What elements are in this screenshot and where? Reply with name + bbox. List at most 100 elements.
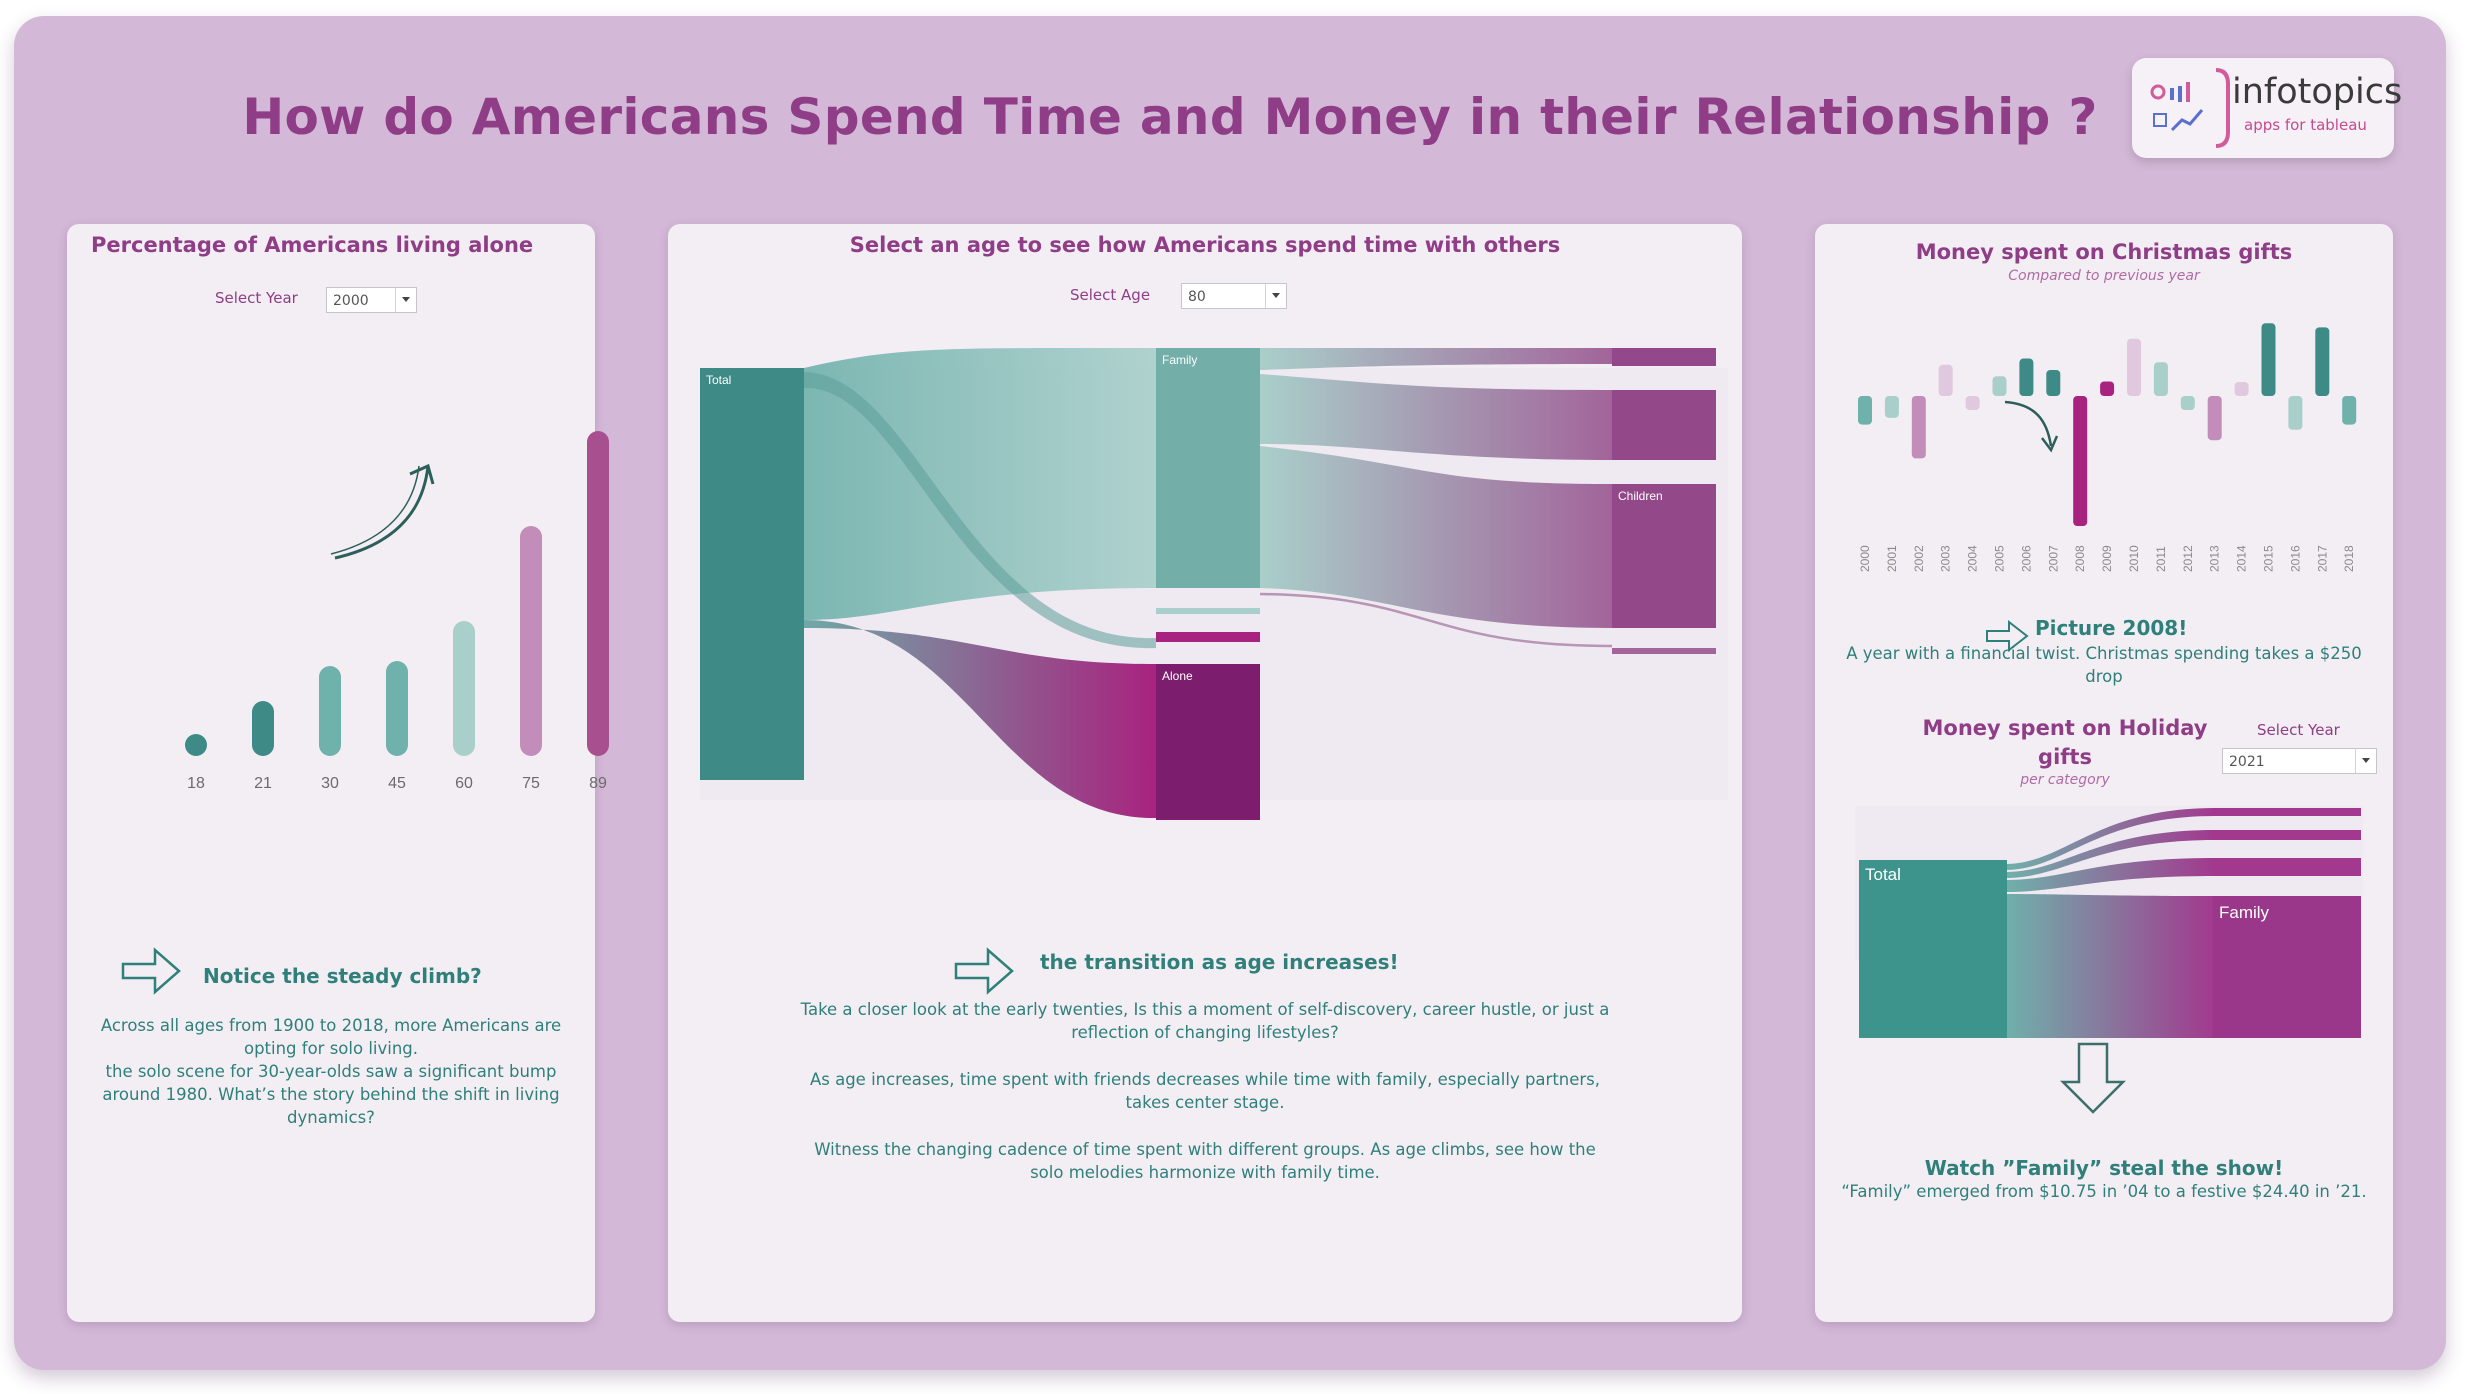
year-filter-label: Select Year — [215, 289, 298, 307]
flow-family-minor[interactable] — [1259, 592, 1613, 648]
bar-year-2016[interactable] — [2288, 396, 2303, 430]
holiday-node[interactable] — [2213, 858, 2361, 876]
bar-year-2008[interactable] — [2073, 396, 2088, 526]
node-other[interactable] — [1156, 632, 1260, 642]
node-friends[interactable] — [1156, 608, 1260, 614]
alone-annotation-line: around 1980. What’s the story behind the… — [102, 1085, 560, 1104]
bar-year-2007[interactable] — [2046, 370, 2061, 396]
flow-total-family[interactable] — [804, 347, 1156, 620]
holiday-subtitle: per category — [2020, 772, 2110, 788]
bar-year-2012[interactable] — [2180, 396, 2195, 410]
bar-year-2018[interactable] — [2342, 396, 2357, 425]
node-alone[interactable] — [1156, 664, 1260, 820]
infotopics-logo[interactable]: infotopics apps for tableau — [2132, 58, 2402, 158]
time-spent-panel: Select an age to see how Americans spend… — [668, 224, 1742, 1322]
holiday-year-select[interactable]: 2021 — [2222, 748, 2377, 774]
picture-2008-text: A year with a financial twist. Christmas… — [1825, 642, 2383, 688]
bar-year-2001[interactable] — [1884, 396, 1899, 418]
bar-age-89[interactable] — [587, 431, 609, 756]
bar-year-2005[interactable] — [1992, 376, 2007, 396]
chevron-down-icon[interactable] — [1265, 284, 1286, 308]
holiday-flow[interactable] — [2005, 830, 2215, 878]
x-tick-label: 45 — [388, 775, 406, 792]
x-tick-label: 2015 — [2262, 545, 2276, 572]
alone-annotation-line: opting for solo living. — [243, 1039, 419, 1058]
time-spent-sankey: Total Family Alone Children — [700, 347, 1728, 820]
flow-family-children[interactable] — [1260, 446, 1612, 628]
arrow-right-icon — [121, 947, 181, 995]
flow-total-other[interactable] — [804, 372, 1156, 649]
x-tick-label: 2003 — [1939, 545, 1953, 572]
node-children-label: Children — [1618, 489, 1663, 503]
x-tick-label: 2006 — [2019, 545, 2033, 572]
picture-2008-line: drop — [2085, 667, 2123, 686]
x-tick-label: 60 — [455, 775, 473, 792]
bar-age-21[interactable] — [252, 701, 274, 756]
bar-age-45[interactable] — [386, 661, 408, 756]
living-alone-bar-chart: 18 21 30 45 60 75 89 — [185, 431, 609, 792]
holiday-gifts-sankey: Total Family — [1855, 806, 2363, 1114]
bar-year-2000[interactable] — [1858, 396, 1872, 425]
holiday-node[interactable] — [2213, 830, 2361, 840]
node-total[interactable] — [700, 368, 804, 780]
bar-year-2004[interactable] — [1965, 396, 1980, 410]
bar-year-2011[interactable] — [2153, 362, 2168, 396]
holiday-node-total[interactable] — [1859, 860, 2007, 1038]
bar-year-2006[interactable] — [2019, 358, 2034, 396]
flow-family-friends[interactable] — [1260, 348, 1612, 370]
bar-age-30[interactable] — [319, 666, 341, 756]
christmas-subtitle: Compared to previous year — [2008, 268, 2200, 284]
living-alone-title: Percentage of Americans living alone — [91, 233, 534, 257]
chevron-down-icon[interactable] — [2355, 749, 2376, 773]
node-family[interactable] — [1156, 348, 1260, 588]
x-tick-label: 2008 — [2073, 545, 2087, 572]
bar-year-2010[interactable] — [2127, 338, 2141, 396]
bar-year-2015[interactable] — [2261, 323, 2276, 396]
bar-year-2002[interactable] — [1911, 396, 1926, 459]
time-annotation-title: the transition as age increases! — [1040, 950, 1399, 974]
node-children[interactable] — [1612, 484, 1716, 628]
holiday-flow-family[interactable] — [2005, 894, 2215, 1038]
money-spent-panel: Money spent on Christmas gifts Compared … — [1815, 224, 2393, 1322]
bar-year-2017[interactable] — [2315, 327, 2330, 396]
time-paragraph-2: As age increases, time spent with friend… — [688, 1068, 1722, 1114]
time-paragraph-line: As age increases, time spent with friend… — [809, 1070, 1601, 1089]
chevron-down-icon[interactable] — [395, 288, 416, 312]
holiday-flow[interactable] — [2005, 858, 2215, 892]
time-paragraph-line: reflection of changing lifestyles? — [1071, 1023, 1339, 1042]
bar-year-2013[interactable] — [2207, 396, 2222, 441]
family-watch-title: Watch ”Family” steal the show! — [1924, 1156, 2284, 1180]
curved-arrow-icon — [2041, 435, 2059, 453]
x-tick-label: 2007 — [2046, 545, 2060, 572]
node-friends-right[interactable] — [1612, 348, 1716, 366]
x-tick-label: 2005 — [1993, 545, 2007, 572]
bar-age-18[interactable] — [185, 734, 207, 756]
holiday-family-label: Family — [2219, 903, 2270, 922]
flow-total-alone[interactable] — [804, 620, 1156, 819]
alone-annotation-title: Notice the steady climb? — [203, 964, 482, 988]
logo-name: infotopics — [2232, 72, 2403, 112]
node-minor[interactable] — [1612, 648, 1716, 654]
x-tick-label: 18 — [187, 775, 205, 792]
arrow-right-icon — [1986, 619, 2029, 653]
age-select[interactable]: 80 — [1181, 283, 1287, 309]
x-tick-label: 2010 — [2127, 545, 2141, 572]
flow-family-partner[interactable] — [1260, 374, 1612, 460]
bar-year-2003[interactable] — [1938, 364, 1953, 396]
x-tick-label: 2004 — [1966, 545, 1980, 572]
bar-age-60[interactable] — [453, 621, 475, 756]
year-select-value: 2000 — [333, 293, 369, 309]
bar-age-75[interactable] — [520, 526, 542, 756]
holiday-node-family[interactable] — [2213, 896, 2361, 1038]
node-total-label: Total — [706, 373, 731, 387]
year-select[interactable]: 2000 — [326, 287, 417, 313]
node-partner[interactable] — [1612, 390, 1716, 460]
holiday-total-label: Total — [1865, 865, 1901, 884]
bar-year-2009[interactable] — [2100, 381, 2115, 396]
time-paragraph-line: Witness the changing cadence of time spe… — [814, 1140, 1596, 1159]
bar-year-2014[interactable] — [2234, 382, 2249, 396]
holiday-flow[interactable] — [2005, 808, 2215, 870]
holiday-title: Money spent on Holiday gifts — [1915, 714, 2215, 772]
x-tick-label: 2017 — [2315, 545, 2329, 572]
holiday-node[interactable] — [2213, 808, 2361, 816]
